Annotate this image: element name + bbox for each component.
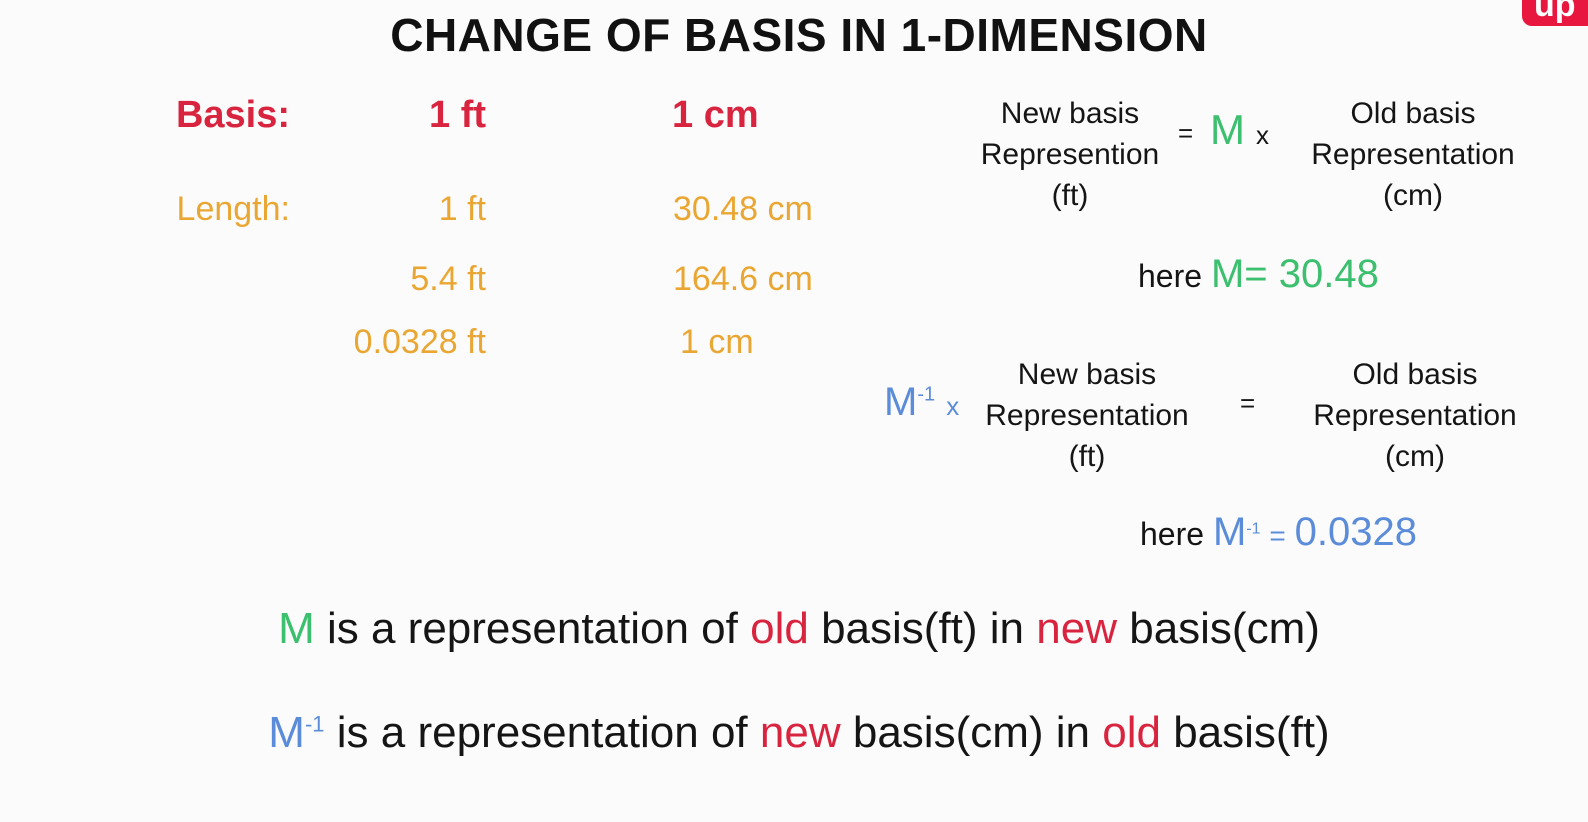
statement-m: M is a representation of old basis(ft) i…: [0, 604, 1588, 654]
eq1-here-value: M= 30.48: [1210, 252, 1379, 296]
eq2-right-line-2: Representation: [1313, 399, 1517, 432]
eq1-times: x: [1256, 120, 1269, 150]
eq2-right-block: Old basis Representation (cm): [1300, 354, 1530, 477]
eq2-here-equals: =: [1269, 520, 1286, 551]
eq1-here: here M= 30.48: [1138, 252, 1379, 297]
eq2-equals: =: [1240, 388, 1256, 418]
eq2-left-line-3: (ft): [1068, 440, 1106, 473]
eq1-right-line-3: (cm): [1383, 179, 1443, 212]
statement2-part1: is a representation of: [336, 708, 748, 757]
statement1-old: old: [750, 604, 809, 653]
statement1-new: new: [1036, 604, 1117, 653]
eq2-left-line-1: New basis: [1017, 358, 1157, 391]
eq2-here: here M-1 = 0.0328: [1140, 510, 1417, 555]
statement1-m: M: [278, 604, 315, 653]
eq1-left-line-1: New basis: [1000, 97, 1140, 130]
eq1-right-line-2: Representation: [1311, 138, 1515, 171]
length-cm-3: 1 cm: [680, 323, 754, 361]
eq2-times: x: [946, 391, 960, 421]
brand-badge: up: [1522, 0, 1588, 26]
statement2-new: new: [759, 708, 841, 757]
statement2-part2: basis(cm) in: [852, 708, 1091, 757]
eq1-equals: =: [1178, 118, 1194, 148]
eq2-left-block: New basis Representation (ft): [972, 354, 1202, 477]
eq2-right-line-1: Old basis: [1352, 358, 1478, 391]
eq2-here-label: here: [1140, 516, 1205, 552]
eq2-here-exponent: -1: [1246, 520, 1261, 538]
slide-title: CHANGE OF BASIS IN 1-DIMENSION: [390, 9, 1208, 61]
eq1-left-line-2: Represention: [980, 138, 1160, 171]
eq1-left-line-3: (ft): [1051, 179, 1089, 212]
eq2-here-matrix: M: [1212, 510, 1247, 554]
eq1-right-line-1: Old basis: [1350, 97, 1476, 130]
eq2-here-value: 0.0328: [1294, 510, 1417, 554]
length-ft-1: 1 ft: [438, 190, 486, 228]
statement1-part3: basis(cm): [1129, 604, 1320, 653]
statement2-exponent: -1: [304, 711, 325, 737]
basis-ft: 1 ft: [429, 94, 486, 136]
eq2-left-line-2: Representation: [985, 399, 1189, 432]
length-ft-2: 5.4 ft: [410, 260, 486, 298]
brand-badge-text: up: [1534, 0, 1576, 24]
length-ft-3: 0.0328 ft: [353, 323, 486, 361]
eq1-left-block: New basis Represention (ft): [965, 93, 1175, 216]
length-cm-2: 164.6 cm: [673, 260, 813, 298]
basis-cm: 1 cm: [672, 94, 759, 136]
statement2-part3: basis(ft): [1173, 708, 1330, 757]
statement2-m: M: [268, 708, 305, 757]
eq1-here-label: here: [1138, 258, 1203, 294]
eq2-right-line-3: (cm): [1385, 440, 1445, 473]
eq1-matrix-m: M: [1210, 106, 1245, 153]
statement-m-inverse: M-1 is a representation of new basis(cm)…: [0, 708, 1588, 758]
statement2-old: old: [1102, 708, 1161, 757]
statement1-part1: is a representation of: [326, 604, 738, 653]
length-label: Length:: [176, 190, 290, 228]
basis-label: Basis:: [175, 94, 290, 136]
eq2-matrix-exponent: -1: [917, 383, 936, 406]
length-cm-1: 30.48 cm: [673, 190, 813, 228]
eq2-matrix: M-1 x: [884, 380, 959, 425]
eq1-right-block: Old basis Representation (cm): [1298, 93, 1528, 216]
statement1-part2: basis(ft) in: [821, 604, 1025, 653]
eq2-matrix-m: M: [884, 380, 918, 424]
